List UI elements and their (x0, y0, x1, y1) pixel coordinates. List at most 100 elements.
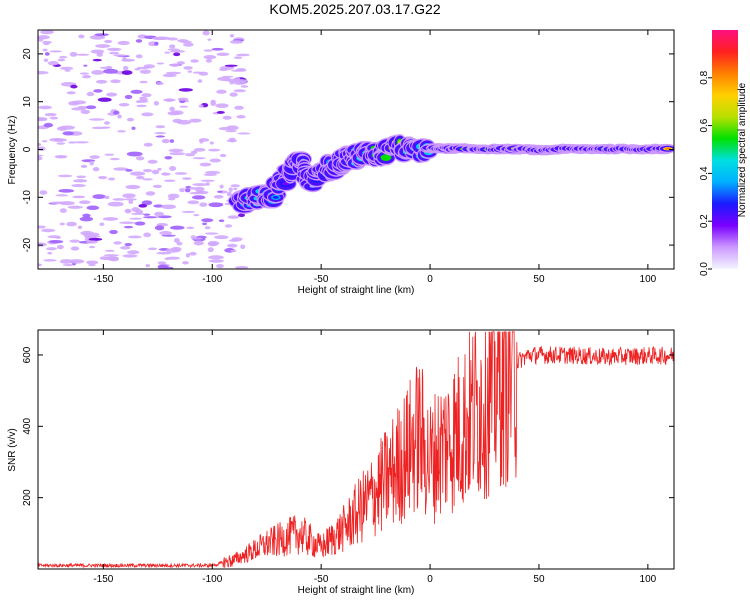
noise-blob (38, 154, 44, 157)
noise-blob (113, 167, 129, 171)
noise-blob (240, 85, 249, 88)
noise-blob (99, 222, 105, 227)
noise-blob (38, 105, 52, 110)
ridge-core (382, 155, 390, 160)
colorbar-tick-label: 0.6 (699, 118, 710, 132)
noise-blob (209, 158, 221, 163)
noise-blob (43, 122, 54, 128)
noise-blob (59, 259, 74, 264)
noise-blob (68, 141, 77, 144)
noise-blob (164, 156, 173, 160)
noise-blob (211, 47, 224, 51)
noise-blob (203, 54, 217, 60)
noise-blob (179, 188, 185, 193)
noise-blob (165, 248, 181, 253)
noise-blob (185, 185, 191, 188)
noise-blob (124, 242, 132, 247)
noise-blob (168, 148, 184, 153)
spectrogram-y-tick-label: 10 (22, 96, 33, 108)
noise-blob (59, 125, 76, 130)
noise-blob (207, 240, 220, 246)
noise-blob (236, 115, 246, 119)
noise-blob (187, 200, 200, 205)
noise-blob (109, 51, 120, 55)
noise-blob (113, 110, 120, 115)
noise-blob (139, 80, 148, 84)
noise-blob (155, 36, 171, 40)
noise-blob (93, 89, 103, 93)
noise-blob (57, 58, 66, 62)
noise-blob (157, 167, 162, 171)
noise-blob (38, 263, 42, 267)
noise-blob (225, 129, 237, 133)
noise-blob (198, 138, 210, 142)
noise-blob (190, 237, 203, 240)
noise-blob (229, 80, 235, 85)
spectrogram-y-tick-label: -10 (22, 190, 33, 205)
noise-blob (38, 225, 46, 229)
noise-blob (217, 76, 231, 82)
noise-blob (136, 66, 150, 70)
noise-blob (228, 187, 233, 192)
noise-blob (77, 225, 83, 229)
noise-blob (143, 213, 151, 216)
noise-blob (89, 160, 94, 166)
noise-blob (168, 44, 176, 49)
noise-blob (104, 153, 115, 156)
noise-blob (164, 179, 176, 182)
noise-blob (141, 112, 154, 117)
noise-blob (216, 264, 224, 269)
noise-blob (82, 213, 91, 218)
noise-blob (219, 184, 224, 189)
noise-blob (199, 202, 208, 207)
noise-blob (122, 193, 136, 199)
noise-blob (69, 51, 78, 57)
colorbar: 0.0 0.2 0.4 0.6 0.8 Normalized spectral ampl… (699, 30, 748, 276)
noise-blob (73, 141, 89, 144)
noise-blob (85, 240, 98, 244)
snr-y-tick-label: 200 (22, 489, 33, 506)
noise-blob (234, 105, 244, 110)
noise-blob (129, 217, 143, 220)
noise-blob (38, 142, 42, 147)
noise-blob (154, 132, 167, 135)
noise-blob (49, 50, 63, 53)
noise-blob (176, 61, 186, 65)
noise-blob (167, 193, 180, 199)
noise-blob (164, 51, 171, 54)
snr-x-tick-label: 0 (427, 574, 433, 585)
noise-blob (135, 54, 143, 59)
noise-blob (89, 35, 106, 40)
noise-blob (189, 118, 202, 123)
noise-blob (233, 89, 246, 93)
noise-blob (42, 48, 48, 52)
noise-blob (207, 38, 212, 41)
noise-blob (79, 200, 91, 205)
noise-blob (122, 254, 138, 258)
spectrogram-x-tick-label: -100 (202, 274, 222, 285)
noise-blob (141, 93, 152, 98)
noise-blob (186, 226, 195, 230)
noise-blob (119, 221, 136, 224)
snr-x-tick-label: -100 (202, 574, 222, 585)
noise-blob (216, 89, 227, 94)
snr-line (37, 331, 675, 569)
noise-blob (227, 243, 238, 248)
noise-blob (101, 126, 111, 129)
noise-blob (224, 224, 233, 228)
noise-blob (224, 64, 238, 67)
noise-blob (83, 64, 88, 67)
noise-blob (167, 111, 180, 116)
noise-blob (184, 188, 191, 193)
noise-blob (71, 107, 87, 111)
noise-blob (106, 47, 122, 52)
noise-blob (66, 221, 77, 227)
snr-y-axis-label: SNR (v/v) (7, 428, 18, 471)
colorbar-tick-label: 0.4 (699, 166, 710, 180)
noise-blob (68, 100, 80, 106)
noise-blob (86, 260, 99, 265)
noise-blob (169, 106, 175, 112)
noise-blob (41, 40, 52, 44)
noise-blob (123, 225, 134, 229)
noise-blob (135, 39, 143, 43)
